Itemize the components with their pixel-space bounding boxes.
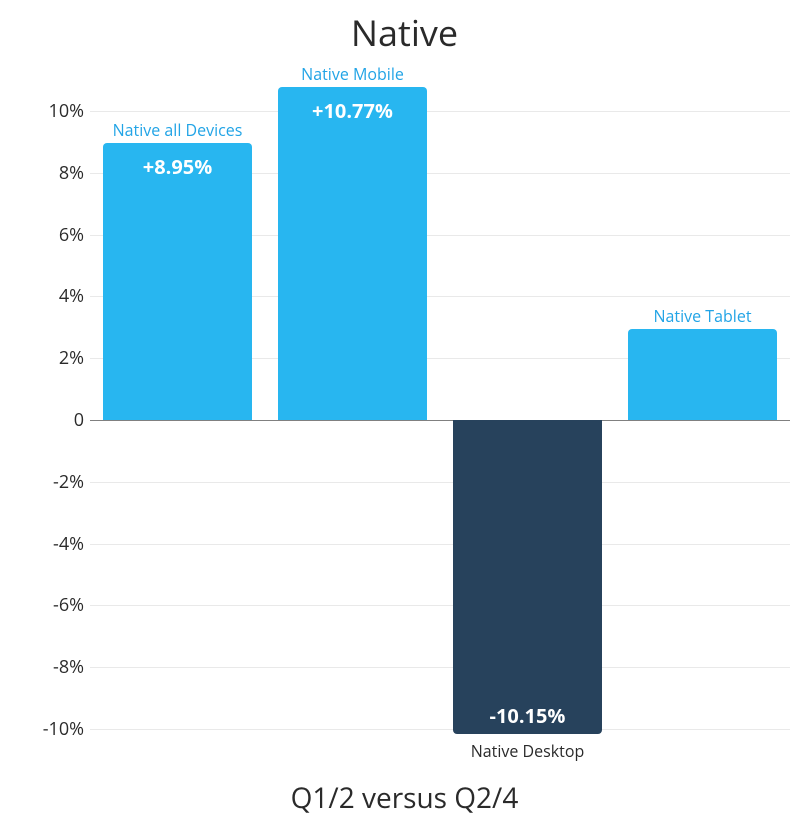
gridline [90, 111, 790, 112]
bar-category-label: Native Tablet [603, 305, 803, 327]
bar-value-label: +10.77% [273, 97, 433, 124]
gridline [90, 729, 790, 730]
chart-container: Native 10%8%6%4%2%0-2%-4%-6%-8%-10%Nativ… [0, 0, 809, 835]
chart-bar [103, 143, 252, 420]
y-axis-tick-label: 2% [59, 346, 84, 370]
gridline [90, 605, 790, 606]
bar-category-label: Native Mobile [253, 63, 453, 85]
y-axis-tick-label: 6% [59, 223, 84, 247]
zero-line [90, 420, 790, 421]
chart-title: Native [0, 8, 809, 57]
bar-value-label: +8.95% [98, 153, 258, 180]
chart-bar [278, 87, 427, 420]
chart-subtitle: Q1/2 versus Q2/4 [0, 779, 809, 817]
y-axis-tick-label: -8% [53, 655, 84, 679]
chart-bar [453, 420, 602, 734]
chart-bar [628, 329, 777, 420]
y-axis-tick-label: 0 [74, 408, 84, 432]
gridline [90, 482, 790, 483]
y-axis-tick-label: -4% [53, 532, 84, 556]
chart-plot-area: 10%8%6%4%2%0-2%-4%-6%-8%-10%Native all D… [90, 80, 790, 760]
y-axis-tick-label: -2% [53, 470, 84, 494]
y-axis-tick-label: -10% [43, 717, 84, 741]
gridline [90, 667, 790, 668]
bar-value-label: -10.15% [448, 702, 608, 729]
bar-category-label: Native Desktop [428, 740, 628, 762]
y-axis-tick-label: -6% [53, 593, 84, 617]
bar-category-label: Native all Devices [78, 119, 278, 141]
gridline [90, 544, 790, 545]
y-axis-tick-label: 4% [59, 284, 84, 308]
y-axis-tick-label: 8% [59, 161, 84, 185]
